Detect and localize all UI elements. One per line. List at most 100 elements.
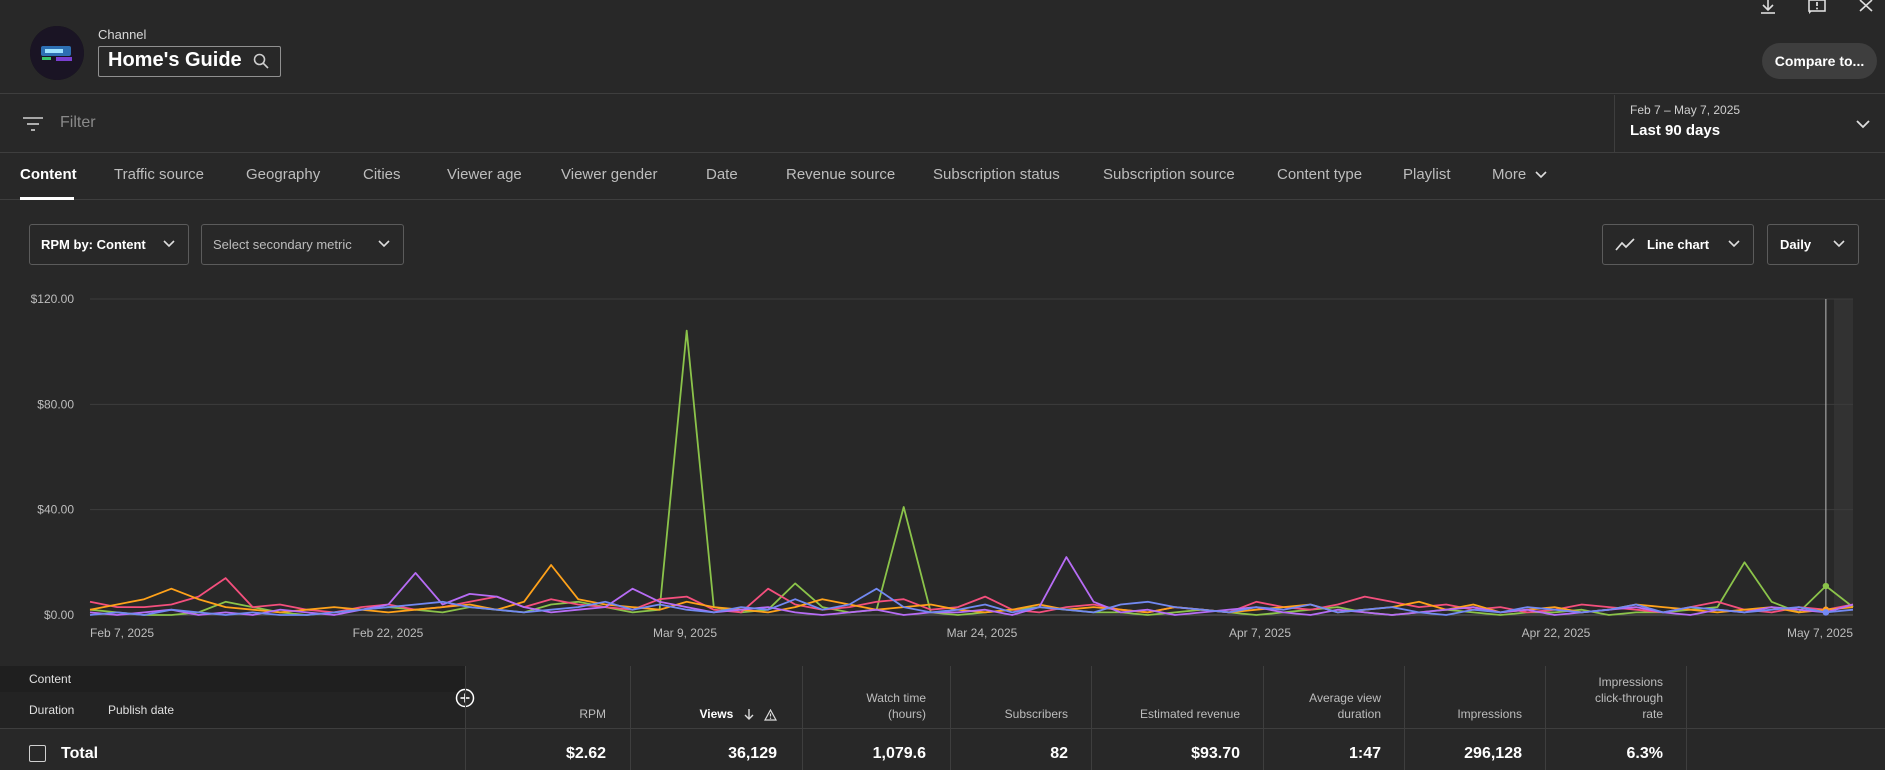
column-divider [1091, 666, 1092, 770]
column-divider [1686, 666, 1687, 770]
tab-subscription-source[interactable]: Subscription source [1103, 166, 1235, 183]
y-tick-label: $40.00 [37, 503, 74, 517]
column-divider [802, 666, 803, 770]
chevron-down-icon [163, 240, 175, 248]
chevron-down-icon [378, 240, 390, 248]
rpm-column-header[interactable]: RPM [579, 707, 606, 721]
total-row-label: Total [61, 745, 99, 762]
subscribers-column-header[interactable]: Subscribers [1004, 707, 1068, 721]
primary-metric-label: RPM by: Content [41, 237, 146, 252]
x-tick-label: Apr 7, 2025 [1229, 626, 1291, 640]
tab-traffic-source[interactable]: Traffic source [114, 166, 205, 183]
tab-geography[interactable]: Geography [246, 166, 321, 183]
average-view-duration-total-value: 1:47 [1348, 745, 1381, 762]
dimension-tabs: Content Traffic source Geography Cities … [0, 154, 1885, 200]
tab-cities[interactable]: Cities [363, 166, 401, 183]
impressions-column-header[interactable]: Impressions [1457, 707, 1522, 721]
estimated-revenue-column-header[interactable]: Estimated revenue [1139, 707, 1240, 721]
sort-down-icon [744, 709, 754, 721]
series-line-1 [89, 329, 1854, 616]
impressions-ctr-total-value: 6.3% [1626, 745, 1663, 762]
column-divider [950, 666, 951, 770]
tab-subscription-status[interactable]: Subscription status [933, 166, 1060, 183]
date-range-picker[interactable]: Feb 7 – May 7, 2025 Last 90 days [1615, 95, 1885, 153]
column-divider [465, 666, 466, 770]
views-total-value: 36,129 [728, 745, 777, 762]
feedback-icon[interactable] [1806, 0, 1828, 14]
primary-metric-dropdown[interactable]: RPM by: Content [29, 224, 189, 265]
warning-icon [764, 708, 777, 721]
ctr-label-0: Impressions [1598, 675, 1663, 689]
tab-viewer-age[interactable]: Viewer age [447, 166, 522, 183]
channel-avatar[interactable] [30, 26, 84, 80]
date-range-text: Feb 7 – May 7, 2025 [1630, 103, 1741, 117]
ctr-label-1: click-through [1594, 691, 1663, 705]
chevron-down-icon [1833, 240, 1845, 248]
chevron-down-icon [1535, 171, 1547, 179]
subscribers-total-value: 82 [1050, 745, 1068, 762]
watch-time-total-value: 1,079.6 [872, 745, 926, 762]
tab-viewer-gender[interactable]: Viewer gender [561, 166, 658, 183]
total-row-checkbox[interactable] [29, 745, 46, 762]
chevron-down-icon [1728, 240, 1740, 248]
content-subheader-band [0, 692, 465, 728]
compare-button[interactable]: Compare to... [1762, 43, 1877, 79]
column-divider [630, 666, 631, 770]
download-icon[interactable] [1757, 0, 1779, 14]
x-tick-label: Apr 22, 2025 [1522, 626, 1591, 640]
duration-column-header[interactable]: Duration [29, 703, 75, 717]
channel-label: Channel [98, 27, 147, 42]
secondary-metric-label: Select secondary metric [213, 237, 352, 252]
impressions-total-value: 296,128 [1464, 745, 1522, 762]
filter-icon[interactable] [22, 115, 44, 133]
impressions-ctr-column-header[interactable]: Impressions click-through rate [1595, 674, 1663, 722]
y-tick-label: $0.00 [44, 608, 74, 622]
column-divider [1404, 666, 1405, 770]
close-icon[interactable] [1855, 0, 1877, 14]
content-table: Content Duration Publish date Total RPM … [0, 666, 1885, 770]
tab-more-label: More [1492, 166, 1527, 183]
column-divider [1545, 666, 1546, 770]
chart-type-label: Line chart [1647, 237, 1710, 252]
date-period-text: Last 90 days [1630, 122, 1721, 139]
content-group-label: Content [29, 672, 72, 686]
tab-content-type[interactable]: Content type [1277, 166, 1363, 183]
filter-bar: Filter Feb 7 – May 7, 2025 Last 90 days [0, 95, 1885, 153]
tab-date[interactable]: Date [706, 166, 738, 183]
x-tick-label: May 7, 2025 [1787, 626, 1853, 640]
y-tick-label: $80.00 [37, 397, 74, 411]
channel-name[interactable]: Home's Guide [108, 49, 242, 71]
estimated-revenue-total-value: $93.70 [1191, 745, 1240, 762]
chevron-down-icon [1855, 117, 1871, 131]
views-column-header[interactable]: Views [700, 706, 777, 722]
tab-playlist[interactable]: Playlist [1403, 166, 1451, 183]
tab-more[interactable]: More [1492, 166, 1548, 183]
tab-revenue-source[interactable]: Revenue source [786, 166, 896, 183]
search-icon[interactable] [252, 52, 270, 70]
hover-marker-1 [1822, 582, 1830, 590]
chart-type-dropdown[interactable]: Line chart [1602, 224, 1754, 265]
series-line-5 [89, 587, 1854, 616]
ctr-label-2: rate [1642, 707, 1663, 721]
granularity-dropdown[interactable]: Daily [1767, 224, 1859, 265]
rpm-line-chart[interactable]: $120.00 $80.00 $40.00 $0.00 Feb 7, 2025 Feb 2… [0, 285, 1885, 655]
chart-shaded-band [1834, 299, 1853, 615]
x-tick-label: Feb 22, 2025 [353, 626, 424, 640]
divider [1614, 95, 1615, 153]
header: Channel Home's Guide Compare to... [0, 0, 1885, 94]
avg-duration-label-1: Average view [1309, 691, 1381, 705]
publish-date-column-header[interactable]: Publish date [108, 703, 175, 717]
watch-time-column-header[interactable]: Watch time (hours) [866, 690, 926, 722]
x-tick-label: Feb 7, 2025 [90, 626, 154, 640]
watch-time-label-1: Watch time [866, 691, 926, 705]
rpm-total-value: $2.62 [565, 745, 606, 762]
average-view-duration-column-header[interactable]: Average view duration [1309, 690, 1381, 722]
channel-selector[interactable] [98, 46, 281, 77]
avg-duration-label-2: duration [1337, 707, 1381, 721]
filter-input[interactable]: Filter [60, 114, 96, 131]
hover-marker-5 [1822, 609, 1830, 616]
y-tick-label: $120.00 [31, 292, 75, 306]
x-tick-label: Mar 24, 2025 [947, 626, 1018, 640]
secondary-metric-dropdown[interactable]: Select secondary metric [201, 224, 404, 265]
tab-content[interactable]: Content [20, 166, 77, 183]
